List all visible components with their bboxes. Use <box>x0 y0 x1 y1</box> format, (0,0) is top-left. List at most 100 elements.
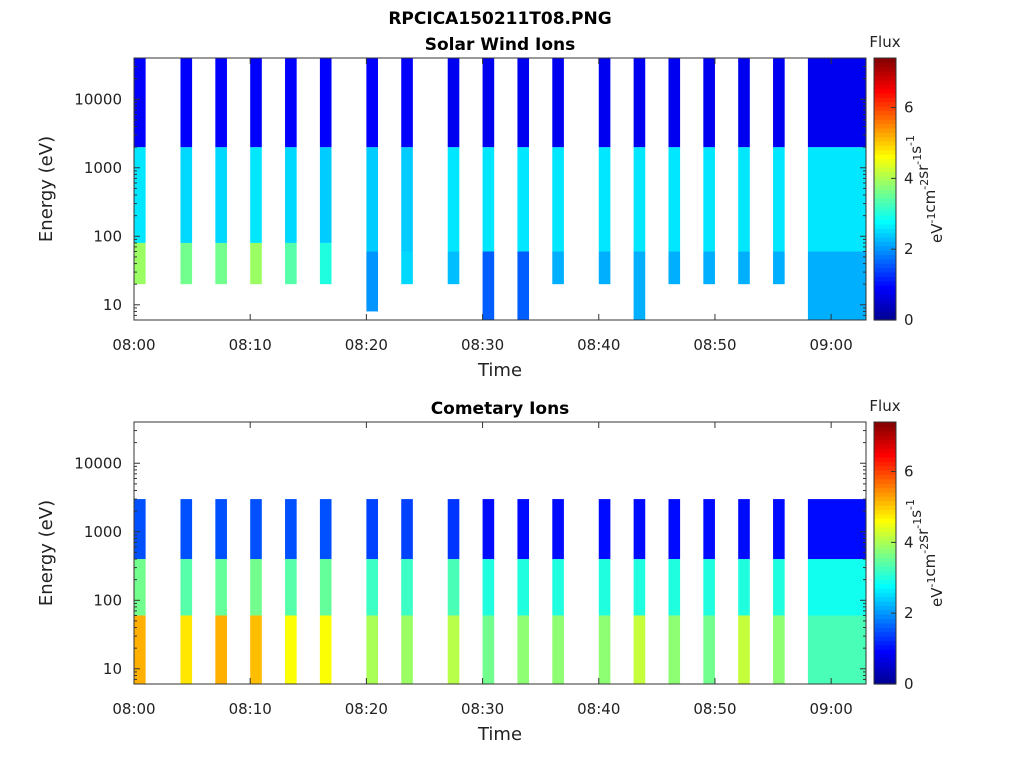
x-tick-label: 08:30 <box>461 336 504 354</box>
colorbar-segment <box>874 491 896 497</box>
heatmap-cell <box>366 58 378 148</box>
heatmap-cell <box>668 615 681 684</box>
heatmap-cell <box>319 242 332 285</box>
heatmap-cell <box>598 559 611 616</box>
colorbar-label: eV-1cm-2sr-1s-1 <box>904 135 946 243</box>
colorbar-segment <box>874 293 896 299</box>
heatmap-cell <box>807 615 866 684</box>
colorbar-segment <box>874 219 896 225</box>
colorbar-segment <box>874 662 896 668</box>
colorbar-segment <box>874 158 896 164</box>
heatmap-cell <box>633 251 646 320</box>
heatmap-cell <box>703 251 715 285</box>
colorbar-tick-label: 2 <box>904 604 914 622</box>
heatmap-cell <box>215 615 227 684</box>
heatmap-cell <box>319 147 332 243</box>
heatmap-cell <box>668 559 681 616</box>
colorbar-segment <box>874 649 896 655</box>
colorbar-segment <box>874 254 896 260</box>
heatmap-cell <box>215 147 227 243</box>
spectrogram-panel: Solar Wind Ions 08:00 08:10 08:20 08:30 08:40… <box>36 33 946 381</box>
colorbar-segment <box>874 470 896 475</box>
colorbar-segment <box>874 561 896 567</box>
colorbar-segment <box>874 184 896 190</box>
colorbar-frame <box>873 57 897 321</box>
x-tick-label: 08:40 <box>577 700 620 718</box>
colorbar-segment <box>874 426 896 432</box>
colorbar-segment <box>874 145 896 151</box>
x-tick-label: 08:20 <box>345 336 388 354</box>
colorbar-title: Flux <box>869 33 900 51</box>
colorbar-label: eV-1cm-2sr-1s-1 <box>904 499 946 607</box>
colorbar-segment <box>874 306 896 312</box>
heatmap-cell <box>366 559 378 616</box>
heatmap-cell <box>134 147 146 243</box>
heatmap-cell <box>668 58 681 148</box>
heatmap-cell <box>401 559 413 616</box>
colorbar-segment <box>874 258 896 264</box>
colorbar-segment <box>874 267 896 273</box>
colorbar-segment <box>874 544 896 550</box>
colorbar-segment <box>874 614 896 620</box>
colorbar-segment <box>874 653 896 659</box>
colorbar-segment <box>874 579 896 585</box>
heatmap-cell <box>250 499 262 560</box>
colorbar-tick-label: 2 <box>904 240 914 258</box>
heatmap-cell <box>180 242 193 285</box>
heatmap-cell <box>250 242 262 285</box>
heatmap-cell <box>552 559 564 616</box>
colorbar-segment <box>874 627 896 633</box>
heatmap-cell <box>633 615 646 684</box>
colorbar-segment <box>874 478 896 484</box>
colorbar-segment <box>874 601 896 606</box>
colorbar-tick-label: 6 <box>904 463 914 481</box>
x-tick-label: 08:30 <box>461 700 504 718</box>
plot-frame <box>133 421 867 685</box>
colorbar-segment <box>874 210 896 216</box>
heatmap-cell <box>134 58 146 148</box>
colorbar-segment <box>874 167 896 173</box>
heatmap-cell <box>517 559 530 616</box>
colorbar-segment <box>874 66 896 72</box>
y-tick-label: 1000 <box>84 159 122 177</box>
heatmap-cell <box>668 251 681 285</box>
colorbar-segment <box>874 592 896 598</box>
heatmap-cell <box>703 615 715 684</box>
heatmap-cell <box>180 58 193 148</box>
heatmap-cell <box>773 499 785 560</box>
colorbar-segment <box>874 223 896 229</box>
colorbar-tick-label: 4 <box>904 169 914 187</box>
heatmap-cell <box>285 499 297 560</box>
colorbar-segment <box>874 263 896 269</box>
colorbar-segment <box>874 171 896 177</box>
colorbar-segment <box>874 75 896 81</box>
colorbar-segment <box>874 522 896 528</box>
colorbar-segment <box>874 193 896 199</box>
heatmap-cell <box>319 559 332 616</box>
colorbar-segment <box>874 635 896 641</box>
heatmap-cell <box>447 147 460 252</box>
heatmap-cell <box>447 559 460 616</box>
colorbar-segment <box>874 553 896 558</box>
heatmap-cell <box>773 615 785 684</box>
colorbar-segment <box>874 461 896 467</box>
colorbar-segment <box>874 202 896 208</box>
colorbar-segment <box>874 439 896 445</box>
heatmap-cell <box>703 147 715 252</box>
colorbar: 0 2 4 6 Flux eV-1cm-2sr-1s-1 <box>869 397 946 693</box>
heatmap-cell <box>250 559 262 616</box>
colorbar-segment <box>874 180 896 186</box>
colorbar-segment <box>874 97 896 103</box>
colorbar-segment <box>874 574 896 580</box>
x-tick-label: 08:40 <box>577 336 620 354</box>
colorbar-segment <box>874 189 896 194</box>
colorbar-segment <box>874 422 896 427</box>
x-axis-label: Time <box>477 724 522 745</box>
colorbar-segment <box>874 557 896 563</box>
colorbar-segment <box>874 197 896 203</box>
heatmap-cell <box>134 615 146 684</box>
heatmap-cells <box>134 58 866 320</box>
heatmap-cell <box>447 251 460 285</box>
panel-title: Solar Wind Ions <box>425 35 576 55</box>
x-tick-label: 09:00 <box>810 700 853 718</box>
